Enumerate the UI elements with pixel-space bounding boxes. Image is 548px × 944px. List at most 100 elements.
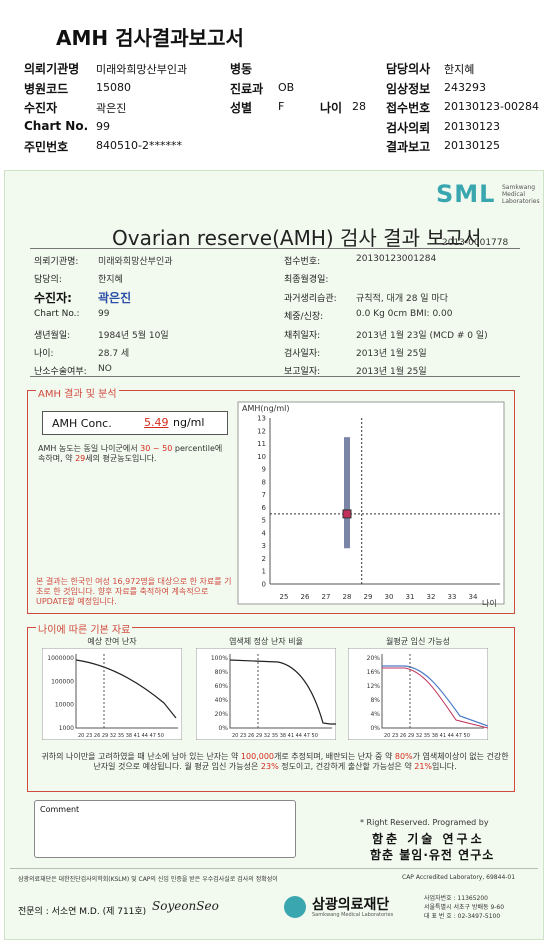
mini-y-tick: 1000000 bbox=[47, 655, 74, 662]
info-label: 체중/신장: bbox=[284, 312, 324, 323]
mini-y-tick: 10000 bbox=[55, 702, 74, 709]
mini-chart-frame bbox=[42, 648, 182, 740]
info-label: 나이: bbox=[34, 349, 54, 359]
mini-chart-plot: 1000000 100000 10000 1000 20 23 26 29 32 35 … bbox=[42, 648, 182, 740]
mini-chart-frame bbox=[348, 648, 488, 740]
brand-icon bbox=[284, 896, 306, 918]
info-label: 채취일자: bbox=[284, 330, 321, 341]
amh-chart-ylabel: AMH(ng/ml) bbox=[242, 404, 290, 413]
sum-eggs: 100,000 bbox=[240, 752, 275, 761]
info-value: 곽은진 bbox=[98, 290, 132, 305]
info-label: 생년월일: bbox=[34, 330, 71, 341]
y-tick-label: 3 bbox=[262, 542, 266, 550]
info-value: 규칙적, 대개 28 일 마다 bbox=[356, 293, 448, 304]
info-value: NO bbox=[98, 364, 112, 375]
desc-text-2: percentile에 속하며, 약 bbox=[38, 444, 223, 463]
examinee-value: 곽은진 bbox=[96, 102, 127, 115]
examinee-label: 수진자 bbox=[24, 101, 58, 115]
y-tick-label: 12 bbox=[257, 427, 266, 435]
info-value: 2013년 1월 25일 bbox=[356, 367, 427, 378]
mini-chart-plot: 100% 80% 60% 40% 20% 0% 20 23 26 29 32 35 38 4… bbox=[196, 648, 336, 740]
age-value: 28 bbox=[352, 100, 366, 113]
info-value: 0.0 Kg 0cm BMI: 0.00 bbox=[356, 309, 453, 320]
org-2: 함춘 불임·유전 연구소 bbox=[370, 848, 495, 862]
y-tick-label: 2 bbox=[262, 555, 266, 563]
x-tick-label: 27 bbox=[322, 593, 331, 601]
info-label: 검사일자: bbox=[284, 349, 321, 359]
mini-x-ticks: 20 23 26 29 32 35 38 41 44 47 50 bbox=[232, 733, 318, 739]
footer-note: 삼광의료재단은 대한진단검사의학회(KSLM) 및 CAP의 신임 인증을 받은… bbox=[18, 876, 278, 883]
info-label: 접수번호: bbox=[284, 257, 321, 267]
resident-no-value: 840510-2****** bbox=[96, 139, 182, 152]
x-tick-label: 30 bbox=[385, 593, 394, 601]
sum-3: 가 염색체이상이 없는 건강한 난자일 것으로 예상됩니다. 월 평균 임신 가… bbox=[93, 752, 509, 771]
amh-conc-label: AMH Conc. bbox=[52, 417, 112, 430]
mini-chart-plot: 20% 16% 12% 8% 4% 0% 20 23 26 29 32 35 38 41 4… bbox=[348, 648, 488, 740]
x-tick-label: 29 bbox=[364, 593, 373, 601]
mini-y-tick: 20% bbox=[215, 711, 229, 718]
ward-label: 병동 bbox=[230, 62, 253, 76]
institution-label: 의뢰기관명 bbox=[24, 62, 80, 76]
info-value: 2013년 1월 25일 bbox=[356, 349, 427, 359]
page-title: AMH 검사결과보고서 bbox=[56, 26, 244, 50]
mini-y-tick: 8% bbox=[370, 697, 380, 704]
y-tick-label: 9 bbox=[262, 466, 266, 474]
doctor-value: 한지혜 bbox=[444, 63, 475, 76]
doctor-signature: SoyeonSeo bbox=[152, 899, 219, 913]
contact-1: 사업자번호 : 11365200 bbox=[424, 895, 488, 902]
mini-y-tick: 1000 bbox=[59, 725, 74, 732]
info-label: 담당의: bbox=[34, 275, 62, 286]
department-value: OB bbox=[278, 81, 295, 94]
footer-doctor: 전문의 : 서소연 M.D. (제 711호) bbox=[18, 907, 147, 917]
info-value: 20130123001284 bbox=[356, 254, 437, 264]
y-tick-label: 6 bbox=[262, 504, 267, 512]
mini-y-tick: 16% bbox=[367, 669, 381, 676]
amh-conc-box: AMH Conc. 5.49 ng/ml bbox=[42, 411, 228, 435]
result-report-value: 20130125 bbox=[444, 139, 500, 152]
mini-chart-1: 예상 잔여 난자 1000000 100000 10000 1000 20 23 26 2… bbox=[42, 636, 182, 742]
info-value: 2013년 1월 23일 (MCD # 0 일) bbox=[356, 330, 488, 341]
x-tick-label: 28 bbox=[343, 593, 352, 601]
mini-y-tick: 4% bbox=[370, 711, 380, 718]
amh-chart-xlabel: 나이 bbox=[482, 598, 497, 608]
amh-conc-unit: ng/ml bbox=[173, 416, 205, 429]
y-tick-label: 8 bbox=[262, 478, 266, 486]
info-value: 28.7 세 bbox=[98, 349, 130, 359]
amh-section-box bbox=[27, 390, 515, 614]
mini-y-tick: 100000 bbox=[51, 678, 74, 685]
info-value: 한지혜 bbox=[98, 275, 123, 286]
resident-no-label: 주민번호 bbox=[24, 140, 69, 154]
mini-x-ticks: 20 23 26 29 32 35 38 41 44 47 50 bbox=[78, 733, 164, 739]
clinical-info-label: 임상정보 bbox=[386, 82, 431, 96]
mini-y-tick: 0% bbox=[218, 725, 228, 732]
mini-chart-curve bbox=[229, 659, 336, 725]
title-rule bbox=[30, 248, 520, 249]
mini-chart-title: 월평균 임신 가능성 bbox=[386, 637, 450, 646]
y-tick-label: 11 bbox=[257, 440, 266, 448]
mini-y-tick: 0% bbox=[370, 725, 380, 732]
sum-preg: 23% bbox=[260, 762, 279, 771]
logo-sub-3: Laboratories bbox=[502, 198, 540, 205]
amh-section-label: AMH 결과 및 분석 bbox=[36, 385, 119, 400]
info-label: 과거생리습관: bbox=[284, 293, 337, 304]
mini-chart-axes bbox=[381, 654, 484, 729]
receipt-no-label: 접수번호 bbox=[386, 101, 431, 115]
mini-y-tick: 100% bbox=[211, 655, 228, 662]
footer-rule bbox=[10, 868, 538, 869]
receipt-no-value: 20130123-00284 bbox=[444, 100, 539, 113]
y-tick-label: 1 bbox=[262, 568, 266, 576]
sum-4: 정도이고, 건강하게 출산할 가능성은 약 bbox=[278, 762, 415, 771]
sml-logo-sub: Samkwang Medical Laboratories bbox=[502, 184, 540, 205]
sex-label: 성별 bbox=[230, 101, 253, 115]
chart-no-label: Chart No. bbox=[24, 119, 89, 133]
mini-y-tick: 40% bbox=[215, 697, 229, 704]
mini-chart-axes bbox=[75, 654, 178, 729]
brand-name: 삼광의료재단 bbox=[312, 897, 390, 913]
mini-chart-2: 염색체 정상 난자 비율 100% 80% 60% 40% 20% 0% 20 23 26 2… bbox=[196, 636, 336, 742]
y-tick-label: 4 bbox=[262, 529, 267, 537]
y-tick-label: 10 bbox=[257, 453, 266, 461]
mini-y-tick: 20% bbox=[367, 655, 381, 662]
y-tick-label: 13 bbox=[257, 415, 266, 423]
contact-2: 서울특별시 서초구 방배동 9-60 bbox=[424, 904, 505, 911]
x-tick-label: 26 bbox=[301, 593, 310, 601]
